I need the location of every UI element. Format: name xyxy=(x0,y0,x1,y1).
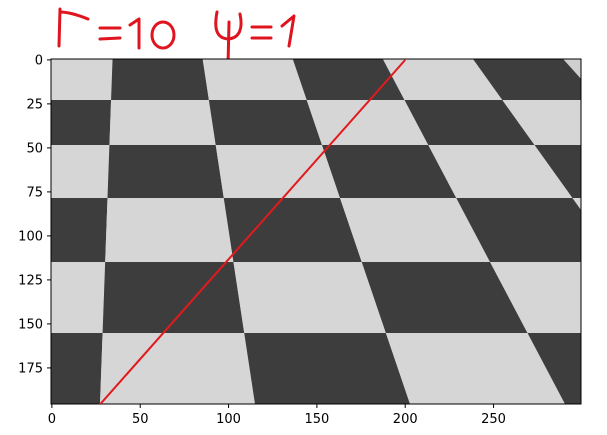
y-tick-label: 175 xyxy=(18,361,43,376)
checker-tile xyxy=(51,145,110,198)
y-axis: 0 25 50 75 100 125 150 175 xyxy=(18,53,51,376)
checker-tile xyxy=(472,59,581,100)
checker-tile xyxy=(572,198,581,210)
checker-tile xyxy=(534,145,581,198)
checker-tile xyxy=(456,198,581,262)
checker-tile xyxy=(428,145,573,198)
checker-tile xyxy=(321,145,457,198)
checker-tile xyxy=(244,333,410,404)
y-tick-label: 0 xyxy=(35,53,43,68)
checker-tile xyxy=(361,262,528,333)
handwritten-r xyxy=(57,7,90,48)
image-area xyxy=(0,59,581,404)
checker-tile xyxy=(490,262,581,333)
checker-tile xyxy=(111,59,209,100)
y-tick-label: 150 xyxy=(18,317,43,332)
checker-tile xyxy=(51,59,113,100)
checker-tile xyxy=(51,262,106,333)
handwritten-zero xyxy=(150,20,176,50)
axes-frame xyxy=(50,58,582,405)
checker-tile xyxy=(107,145,224,198)
checker-tile xyxy=(382,59,503,100)
checker-tile xyxy=(215,145,340,198)
checker-tile xyxy=(202,59,307,100)
checker-tile xyxy=(502,100,581,145)
x-tick-label: 50 xyxy=(132,412,149,427)
y-tick-label: 125 xyxy=(18,273,43,288)
x-tick-label: 200 xyxy=(393,412,418,427)
checker-tile xyxy=(292,59,405,100)
checker-tile xyxy=(109,100,216,145)
x-tick-label: 250 xyxy=(481,412,506,427)
handwritten-one-2 xyxy=(280,14,296,48)
checker-tile xyxy=(527,333,581,404)
checker-tile xyxy=(208,100,322,145)
checker-tile xyxy=(0,100,13,145)
checker-tile xyxy=(223,198,362,262)
x-tick-label: 100 xyxy=(216,412,241,427)
checker-tile xyxy=(0,145,3,198)
y-tick-label: 100 xyxy=(18,229,43,244)
checkerboard-image xyxy=(0,59,581,404)
y-tick-label: 75 xyxy=(26,185,43,200)
checker-tile xyxy=(0,59,22,100)
checker-tile xyxy=(105,198,234,262)
checker-tile xyxy=(340,198,491,262)
x-axis: 0 50 100 150 200 250 xyxy=(48,404,506,427)
handwritten-one xyxy=(128,17,141,50)
checker-tile xyxy=(51,100,112,145)
handwritten-equals-2 xyxy=(250,25,273,40)
handwritten-equals-1 xyxy=(98,26,122,41)
checker-tile xyxy=(100,333,255,404)
x-tick-label: 150 xyxy=(304,412,329,427)
checker-tile xyxy=(51,198,108,262)
x-tick-label: 0 xyxy=(48,412,56,427)
overlay-line xyxy=(99,59,406,404)
checker-tile xyxy=(51,333,103,404)
checker-tile xyxy=(404,100,535,145)
checker-tile xyxy=(385,333,565,404)
handwritten-annotation xyxy=(57,7,296,68)
y-tick-label: 50 xyxy=(26,141,43,156)
y-tick-label: 25 xyxy=(26,97,43,112)
checker-tile xyxy=(233,262,386,333)
checker-tile xyxy=(102,262,245,333)
handwritten-phi xyxy=(214,10,243,68)
checker-tile xyxy=(306,100,429,145)
